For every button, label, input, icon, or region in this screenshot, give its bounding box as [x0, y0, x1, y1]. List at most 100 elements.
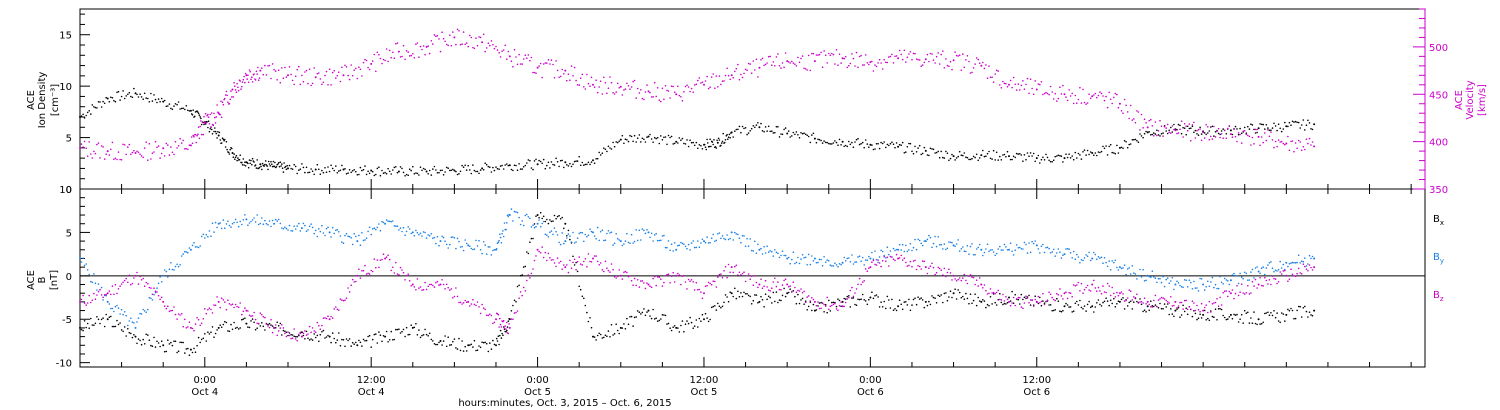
- bx-dot: [276, 321, 279, 324]
- bz-dot: [781, 284, 784, 286]
- bz-dot: [227, 299, 229, 302]
- velocity-dot: [546, 62, 548, 64]
- by-dot: [1210, 281, 1212, 283]
- density-point-3: [162, 100, 165, 103]
- bz-dot: [1000, 299, 1003, 301]
- bz-dot: [864, 268, 867, 270]
- bx-dot: [909, 309, 912, 312]
- density-dot: [858, 143, 861, 146]
- x-tick-label-time-0: 0:00: [194, 375, 216, 386]
- by-dot: [778, 256, 781, 259]
- bz-dot: [396, 273, 399, 275]
- by-dot: [630, 233, 633, 236]
- density-dot: [1068, 153, 1070, 155]
- by-dot: [727, 238, 730, 241]
- by-dot: [1260, 267, 1263, 270]
- velocity-dot: [741, 76, 744, 79]
- by-dot: [422, 231, 425, 233]
- bx-dot: [219, 324, 221, 327]
- bz-dot: [502, 319, 505, 322]
- by-dot: [729, 237, 731, 240]
- bz-dot: [410, 285, 413, 287]
- bz-point-45: [1313, 266, 1316, 269]
- velocity-dot: [883, 58, 885, 61]
- velocity-dot: [244, 72, 247, 75]
- density-dot: [780, 133, 782, 135]
- bx-dot: [701, 313, 704, 316]
- by-dot: [247, 224, 249, 226]
- velocity-dot: [817, 54, 819, 56]
- density-dot: [1210, 126, 1212, 128]
- bx-dot: [1153, 305, 1155, 308]
- velocity-dot: [846, 66, 849, 69]
- bx-dot: [390, 330, 393, 333]
- by-point-33: [980, 248, 983, 251]
- bz-dot: [1059, 288, 1061, 290]
- by-dot: [561, 232, 563, 234]
- by-dot: [516, 211, 519, 214]
- bx-dot: [402, 328, 405, 331]
- bx-dot: [358, 339, 360, 342]
- bx-dot: [455, 347, 457, 349]
- bx-dot: [831, 301, 833, 304]
- by-dot: [969, 245, 972, 248]
- velocity-dot: [482, 33, 485, 36]
- by-dot: [513, 210, 516, 213]
- velocity-dot: [143, 147, 146, 149]
- by-dot: [287, 229, 289, 231]
- velocity-dot: [251, 81, 254, 83]
- bx-point-26: [786, 292, 789, 295]
- by-dot: [220, 227, 223, 230]
- by-dot: [567, 233, 570, 235]
- by-dot: [1042, 243, 1044, 246]
- bx-dot: [854, 303, 856, 306]
- velocity-dot: [646, 84, 648, 86]
- bx-dot: [359, 341, 362, 344]
- density-dot: [926, 154, 929, 156]
- by-dot: [1079, 261, 1081, 264]
- bz-dot: [1205, 304, 1207, 307]
- density-dot: [1069, 157, 1072, 159]
- bx-dot: [316, 334, 319, 337]
- velocity-point-38: [1063, 93, 1066, 96]
- bx-dot: [649, 315, 651, 317]
- by-dot: [624, 240, 627, 242]
- velocity-dot: [313, 67, 316, 69]
- by-dot: [1074, 258, 1077, 261]
- bx-dot: [1100, 305, 1103, 307]
- bz-dot: [1077, 281, 1080, 284]
- by-dot: [1277, 268, 1280, 271]
- by-dot: [274, 218, 277, 221]
- bz-dot: [270, 318, 272, 321]
- bx-dot: [747, 294, 750, 297]
- bx-dot: [151, 345, 154, 348]
- bz-dot: [458, 301, 460, 304]
- by-dot: [497, 241, 500, 243]
- bz-dot: [942, 274, 944, 276]
- density-dot: [1259, 123, 1261, 125]
- bx-dot: [1254, 322, 1257, 325]
- density-dot: [578, 155, 580, 158]
- bz-dot: [385, 256, 388, 258]
- density-dot: [345, 173, 348, 175]
- bz-dot: [382, 253, 385, 255]
- velocity-dot: [539, 62, 542, 65]
- density-dot: [1194, 129, 1197, 132]
- bz-dot: [1214, 301, 1217, 304]
- bx-dot: [921, 299, 924, 301]
- bx-dot: [1051, 309, 1053, 312]
- bz-dot: [1210, 311, 1212, 313]
- density-dot: [256, 159, 259, 161]
- velocity-dot: [396, 42, 399, 44]
- by-point-31: [924, 240, 927, 243]
- density-dot: [156, 101, 158, 104]
- velocity-dot: [914, 52, 916, 55]
- bx-dot: [1106, 300, 1109, 302]
- velocity-dot: [139, 153, 141, 155]
- by-dot: [1282, 263, 1285, 266]
- by-dot: [846, 257, 849, 260]
- density-dot: [1062, 161, 1064, 163]
- by-dot: [823, 255, 825, 258]
- velocity-dot: [687, 86, 690, 88]
- density-point-9: [259, 163, 262, 166]
